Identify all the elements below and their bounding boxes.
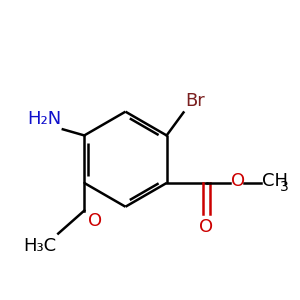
Text: Br: Br bbox=[185, 92, 205, 110]
Text: CH: CH bbox=[262, 172, 288, 190]
Text: O: O bbox=[88, 212, 102, 230]
Text: O: O bbox=[231, 172, 245, 190]
Text: 3: 3 bbox=[280, 180, 289, 194]
Text: H₂N: H₂N bbox=[27, 110, 61, 128]
Text: H₃C: H₃C bbox=[24, 237, 57, 255]
Text: O: O bbox=[200, 218, 214, 236]
